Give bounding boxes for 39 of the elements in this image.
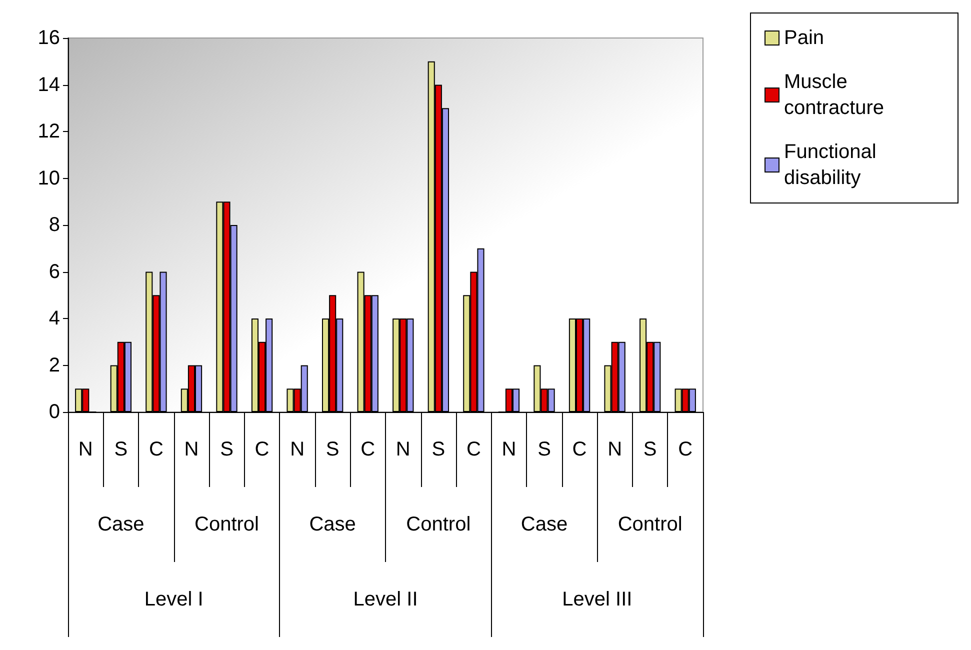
y-tick-label: 0 — [48, 401, 60, 423]
x-tick-label: S — [538, 438, 551, 460]
y-tick-label: 14 — [38, 74, 60, 96]
y-tick-label: 10 — [38, 167, 60, 190]
text: Control — [618, 514, 682, 536]
text: Case — [309, 514, 356, 536]
x-tick-label: C — [678, 438, 693, 460]
y-tick-label: 16 — [38, 27, 60, 49]
x-tick-label: S — [220, 438, 234, 460]
x-tick-label: S — [114, 438, 128, 460]
text: Level II — [353, 588, 418, 610]
x-tick-label: C — [572, 438, 587, 460]
x-tick-label: N — [608, 438, 622, 460]
x-tick-label: S — [432, 438, 446, 460]
y-tick-label: 8 — [48, 214, 60, 236]
legend-label: Pain — [784, 27, 824, 49]
x-tick-label: S — [326, 438, 340, 460]
x-tick-label: N — [290, 438, 305, 460]
y-tick-label: 6 — [48, 260, 60, 283]
legend-label: Muscle contracture — [784, 71, 884, 119]
x-tick-label: N — [78, 438, 93, 460]
x-tick-label: C — [254, 438, 270, 460]
x-tick-label: C — [466, 438, 481, 460]
x-tick-label: C — [360, 438, 376, 460]
text: Case — [98, 514, 144, 536]
x-tick-label: C — [148, 438, 164, 460]
y-tick-label: 2 — [48, 354, 60, 376]
text: Control — [194, 514, 259, 536]
text: Case — [520, 514, 568, 536]
x-tick-label: N — [184, 438, 199, 460]
x-tick-label: N — [502, 438, 516, 460]
text: Level I — [144, 588, 204, 610]
text: Level III — [562, 588, 632, 610]
x-tick-label: S — [643, 438, 657, 460]
x-tick-label: N — [396, 438, 410, 460]
legend-label: Functional disability — [784, 141, 882, 189]
text: Control — [406, 514, 471, 536]
y-tick-label: 12 — [38, 120, 60, 142]
y-tick-label: 4 — [48, 308, 60, 330]
